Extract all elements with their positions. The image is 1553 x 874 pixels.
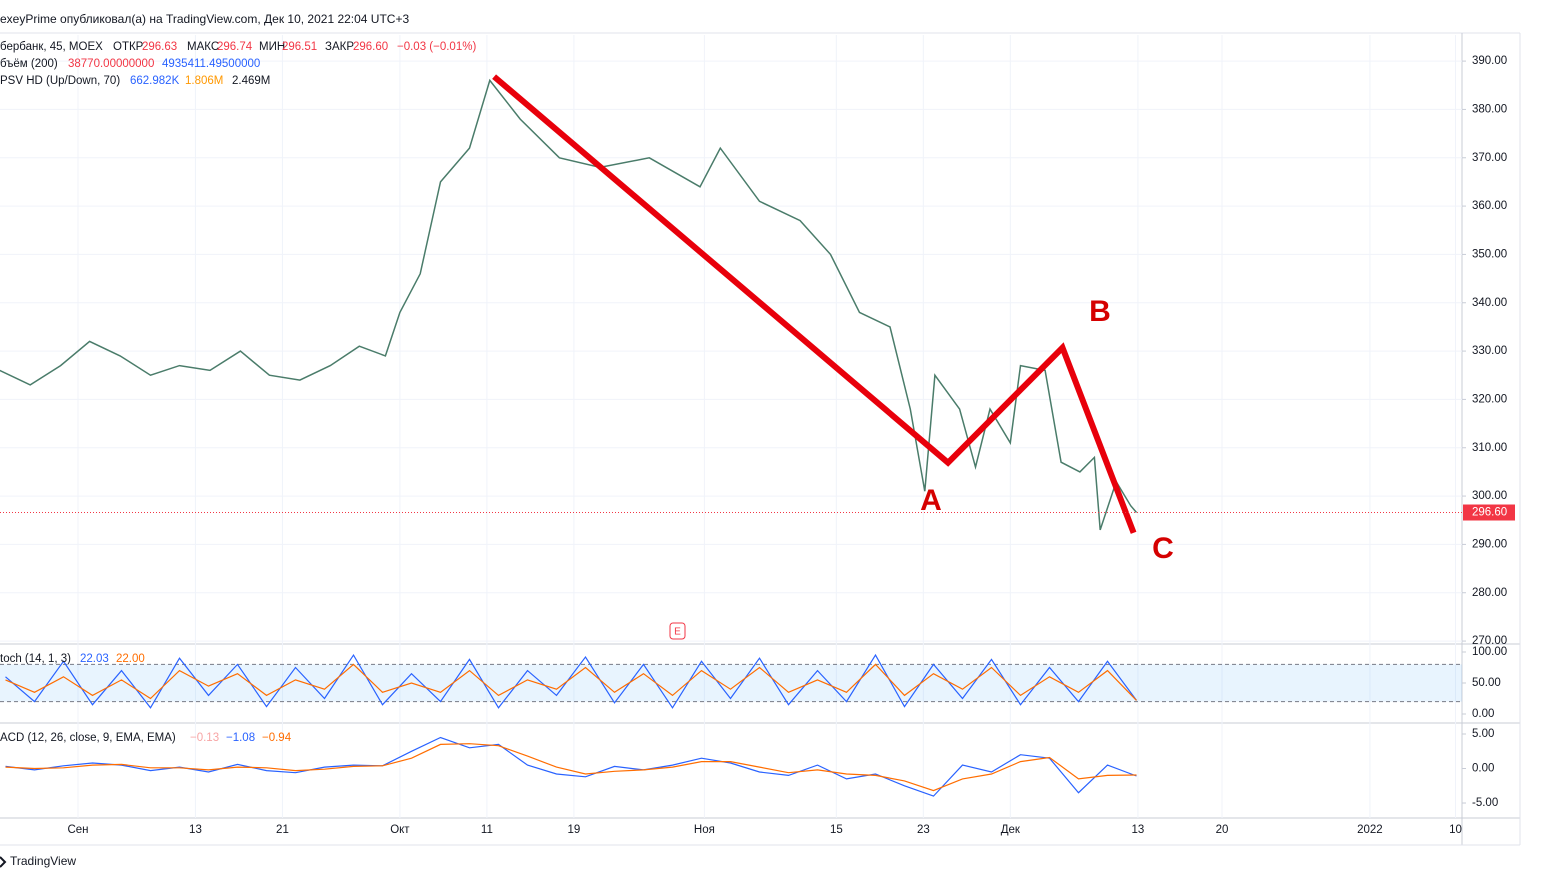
x-tick-label: 13 bbox=[1132, 824, 1145, 836]
y-tick-label: 280.00 bbox=[1472, 587, 1507, 599]
x-tick-label: 20 bbox=[1216, 824, 1229, 836]
indicator-name: ACD (12, 26, close, 9, EMA, EMA) bbox=[0, 732, 176, 744]
footer-text: TradingView bbox=[10, 854, 76, 868]
y-tick-label: 370.00 bbox=[1472, 152, 1507, 164]
x-tick-label: Ноя bbox=[694, 824, 715, 836]
series-line bbox=[0, 78, 1138, 531]
y-tick-label: 330.00 bbox=[1472, 345, 1507, 357]
y-tick-label: 270.00 bbox=[1472, 635, 1507, 647]
x-tick-label: Сен bbox=[67, 824, 88, 836]
value: 1.806M bbox=[185, 75, 223, 87]
wave-label: B bbox=[1089, 295, 1111, 328]
x-tick-label: 23 bbox=[917, 824, 930, 836]
wave-label: C bbox=[1152, 532, 1174, 565]
label: PSV HD (Up/Down, 70) bbox=[0, 75, 120, 87]
x-tick-label: Окт bbox=[390, 824, 410, 836]
value: 296.51 bbox=[282, 41, 317, 53]
value: 662.982K bbox=[130, 75, 180, 87]
value: 296.60 bbox=[353, 41, 388, 53]
y-tick-label: 340.00 bbox=[1472, 297, 1507, 309]
change: −0.03 (−0.01%) bbox=[397, 41, 476, 53]
label: бъём (200) bbox=[0, 58, 58, 70]
value: 2.469M bbox=[232, 75, 270, 87]
value: 296.63 bbox=[142, 41, 177, 53]
y-tick-label: 320.00 bbox=[1472, 393, 1507, 405]
header: exeyPrime опубликовал(а) на TradingView.… bbox=[0, 12, 409, 26]
label: ОТКР bbox=[113, 41, 144, 53]
y-tick-label: 380.00 bbox=[1472, 103, 1507, 115]
y-tick-label: 350.00 bbox=[1472, 248, 1507, 260]
indicator-value: −0.13 bbox=[190, 732, 219, 744]
value: 296.74 bbox=[217, 41, 253, 53]
indicator-value: 22.00 bbox=[116, 653, 145, 665]
value: 4935411.49500000 bbox=[162, 58, 260, 70]
y-tick-label: -5.00 bbox=[1472, 797, 1498, 809]
x-tick-label: 15 bbox=[830, 824, 843, 836]
band bbox=[0, 664, 1462, 702]
wave-label: A bbox=[920, 484, 942, 517]
y-tick-label: 390.00 bbox=[1472, 55, 1507, 67]
indicator-value: 22.03 bbox=[80, 653, 109, 665]
label: МАКС bbox=[187, 41, 219, 53]
y-tick-label: 300.00 bbox=[1472, 490, 1507, 502]
x-tick-label: 10 bbox=[1449, 824, 1462, 836]
footer: TradingView bbox=[0, 854, 76, 868]
svg-text:E: E bbox=[674, 627, 681, 638]
marks bbox=[0, 74, 1462, 797]
y-tick-label: 0.00 bbox=[1472, 763, 1494, 775]
indicator-name: toch (14, 1, 3) bbox=[0, 653, 71, 665]
y-tick-label: 0.00 bbox=[1472, 708, 1494, 720]
y-tick-label: 100.00 bbox=[1472, 646, 1507, 658]
last-price-label: 296.60 bbox=[1472, 507, 1507, 519]
series-line bbox=[5, 663, 1137, 701]
last-price-box bbox=[1463, 504, 1515, 521]
symbol: бербанк, 45, MOEX bbox=[0, 41, 103, 53]
y-tick-label: 50.00 bbox=[1472, 677, 1501, 689]
wave-drawing bbox=[492, 74, 1137, 534]
label: МИН bbox=[259, 41, 285, 53]
y-tick-label: 5.00 bbox=[1472, 728, 1494, 740]
y-tick-label: 360.00 bbox=[1472, 200, 1507, 212]
label: ЗАКР bbox=[325, 41, 354, 53]
y-tick-label: 290.00 bbox=[1472, 538, 1507, 550]
indicator-value: −0.94 bbox=[262, 732, 292, 744]
series-line bbox=[5, 743, 1137, 792]
x-tick-label: Дек bbox=[1001, 824, 1021, 836]
x-tick-label: 11 bbox=[481, 824, 493, 836]
x-tick-label: 13 bbox=[189, 824, 202, 836]
earnings-marker: E bbox=[669, 622, 686, 640]
value: 38770.00000000 bbox=[68, 58, 154, 70]
y-tick-label: 310.00 bbox=[1472, 442, 1507, 454]
x-tick-label: 19 bbox=[567, 824, 580, 836]
x-tick-label: 21 bbox=[276, 824, 289, 836]
legend: бербанк, 45, MOEX ОТКР 296.63 МАКС 296.7… bbox=[0, 41, 476, 87]
series-line bbox=[5, 736, 1137, 797]
indicator-value: −1.08 bbox=[226, 732, 255, 744]
x-tick-label: 2022 bbox=[1357, 824, 1383, 836]
grid bbox=[0, 35, 1466, 818]
